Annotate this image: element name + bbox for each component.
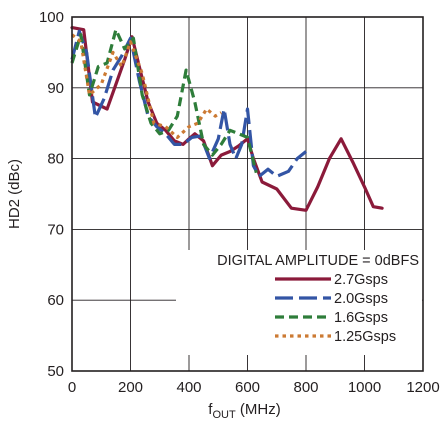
y-axis-label: HD2 (dBc) — [6, 159, 23, 229]
legend: DIGITAL AMPLITUDE = 0dBFS 2.7Gsps 2.0Gsps… — [176, 250, 422, 355]
legend-title: DIGITAL AMPLITUDE = 0dBFS — [217, 253, 419, 269]
y-tick-label: 70 — [47, 221, 64, 238]
x-tick-labels: 0 200 400 600 800 1000 1200 — [68, 379, 440, 396]
legend-entry-label: 1.6Gsps — [334, 310, 388, 326]
y-tick-labels: 50 60 70 80 90 100 — [39, 9, 64, 380]
y-tick-label: 100 — [39, 9, 64, 26]
series-line-2-7gsps — [70, 26, 384, 212]
legend-entry-label: 2.0Gsps — [334, 291, 388, 307]
x-axis-label: fOUT (MHz) — [208, 401, 280, 421]
legend-entry-label: 1.25Gsps — [334, 329, 396, 345]
x-axis-label-subscript: OUT — [212, 409, 236, 421]
y-tick-label: 50 — [47, 363, 64, 380]
series-line-2-0gsps — [70, 29, 308, 178]
x-axis-label-unit: (MHz) — [236, 401, 281, 418]
x-axis-label-main: f — [208, 401, 213, 418]
y-tick-label: 80 — [47, 151, 64, 168]
y-tick-label: 60 — [47, 292, 64, 309]
x-tick-label: 1000 — [348, 379, 381, 396]
x-tick-label: 1200 — [406, 379, 439, 396]
legend-entry-label: 2.7Gsps — [334, 272, 388, 288]
x-tick-label: 0 — [68, 379, 76, 396]
y-tick-label: 90 — [47, 80, 64, 97]
series-lines — [70, 26, 384, 212]
x-tick-label: 800 — [293, 379, 318, 396]
x-tick-label: 400 — [176, 379, 201, 396]
x-tick-label: 200 — [118, 379, 143, 396]
x-tick-label: 600 — [235, 379, 260, 396]
plot-frame — [71, 16, 424, 372]
